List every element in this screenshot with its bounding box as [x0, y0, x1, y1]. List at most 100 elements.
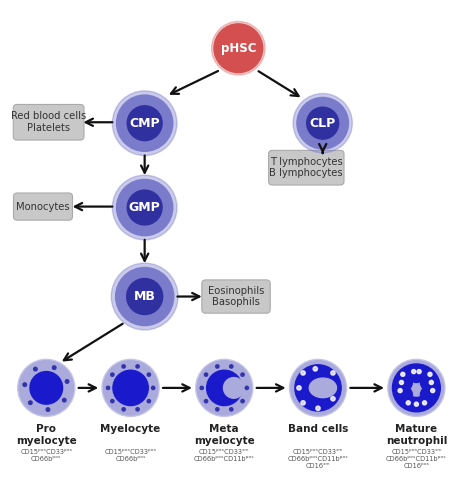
- Circle shape: [28, 401, 32, 404]
- Circle shape: [406, 401, 410, 405]
- Circle shape: [420, 374, 437, 391]
- Circle shape: [63, 398, 66, 402]
- Circle shape: [229, 408, 233, 411]
- Circle shape: [127, 106, 162, 141]
- Circle shape: [34, 368, 37, 371]
- Circle shape: [112, 175, 177, 240]
- Circle shape: [122, 408, 125, 411]
- Circle shape: [65, 380, 69, 383]
- Text: pHSC: pHSC: [220, 42, 256, 55]
- Text: Pro
myelocyte: Pro myelocyte: [16, 424, 77, 446]
- Circle shape: [102, 359, 159, 416]
- Circle shape: [207, 370, 242, 406]
- Circle shape: [297, 386, 301, 390]
- Circle shape: [196, 359, 253, 416]
- Circle shape: [431, 389, 435, 392]
- Text: Eosinophils
Basophils: Eosinophils Basophils: [208, 286, 264, 307]
- Circle shape: [136, 365, 139, 368]
- Circle shape: [331, 396, 335, 401]
- Circle shape: [293, 94, 352, 153]
- Circle shape: [400, 380, 403, 385]
- Circle shape: [107, 386, 109, 390]
- Circle shape: [420, 387, 437, 403]
- Circle shape: [408, 366, 425, 383]
- Circle shape: [122, 365, 125, 368]
- Circle shape: [290, 359, 346, 416]
- Text: T lymphocytes
B lymphocytes: T lymphocytes B lymphocytes: [270, 157, 343, 178]
- Circle shape: [216, 365, 219, 368]
- Circle shape: [245, 386, 248, 390]
- Text: CD15ᵖᵒˢCD33ᵖᵒˢ
CD66bᵖᵒˢ: CD15ᵖᵒˢCD33ᵖᵒˢ CD66bᵖᵒˢ: [20, 449, 73, 462]
- Circle shape: [136, 408, 139, 411]
- Text: CD15ᵖᵒˢCD33ᵓᵐ
CD66bᵖᵒˢCD11bᵖᵒˢ
CD16ᵖᵒˢ: CD15ᵖᵒˢCD33ᵓᵐ CD66bᵖᵒˢCD11bᵖᵒˢ CD16ᵖᵒˢ: [386, 449, 447, 469]
- Circle shape: [429, 380, 433, 385]
- Circle shape: [313, 367, 318, 371]
- Circle shape: [23, 383, 27, 387]
- Circle shape: [398, 389, 402, 392]
- Text: CD15ᵖᵒˢCD33ᵓᵐ
CD66bᵖᵒˢCD11bᵖᵒˢ
CD16ᵓᵐ: CD15ᵖᵒˢCD33ᵓᵐ CD66bᵖᵒˢCD11bᵖᵒˢ CD16ᵓᵐ: [288, 449, 348, 469]
- Circle shape: [147, 373, 150, 376]
- Text: CD15ᵖᵒˢCD33ᵓᵐ
CD66bᵖᵒˢCD11bᵖᵒˢ: CD15ᵖᵒˢCD33ᵓᵐ CD66bᵖᵒˢCD11bᵖᵒˢ: [194, 449, 255, 462]
- Circle shape: [117, 179, 173, 236]
- Circle shape: [216, 408, 219, 411]
- Circle shape: [127, 190, 162, 225]
- Circle shape: [214, 24, 263, 73]
- Circle shape: [331, 371, 335, 375]
- Circle shape: [46, 408, 50, 411]
- Circle shape: [411, 369, 416, 374]
- Circle shape: [111, 373, 114, 376]
- FancyBboxPatch shape: [13, 104, 84, 140]
- Circle shape: [111, 263, 178, 330]
- Circle shape: [291, 361, 345, 415]
- Circle shape: [112, 91, 177, 155]
- Ellipse shape: [310, 378, 337, 398]
- Circle shape: [241, 399, 244, 403]
- Circle shape: [414, 402, 419, 406]
- Circle shape: [152, 386, 155, 390]
- Circle shape: [103, 361, 158, 415]
- Circle shape: [19, 361, 73, 415]
- Text: MB: MB: [134, 290, 155, 303]
- Circle shape: [297, 98, 348, 149]
- Circle shape: [301, 371, 305, 375]
- Text: Monocytes: Monocytes: [16, 201, 70, 212]
- Circle shape: [428, 372, 432, 376]
- Circle shape: [147, 399, 150, 403]
- FancyBboxPatch shape: [269, 150, 344, 185]
- Circle shape: [401, 372, 405, 376]
- Ellipse shape: [407, 377, 426, 396]
- Circle shape: [204, 373, 208, 376]
- Circle shape: [392, 364, 440, 412]
- Text: Mature
neutrophil: Mature neutrophil: [386, 424, 447, 446]
- Circle shape: [113, 370, 148, 406]
- Circle shape: [116, 268, 173, 325]
- Circle shape: [111, 399, 114, 403]
- FancyBboxPatch shape: [202, 280, 270, 313]
- Circle shape: [307, 107, 338, 139]
- Circle shape: [204, 399, 208, 403]
- Circle shape: [224, 378, 244, 398]
- Circle shape: [422, 401, 427, 405]
- Circle shape: [396, 374, 412, 391]
- Text: Meta
myelocyte: Meta myelocyte: [194, 424, 255, 446]
- Text: Band cells: Band cells: [288, 424, 348, 435]
- Circle shape: [396, 387, 412, 403]
- Circle shape: [229, 365, 233, 368]
- Circle shape: [316, 406, 320, 411]
- FancyBboxPatch shape: [13, 193, 73, 220]
- Text: CD15ᵖᵒˢCD33ᵖᵒˢ
CD66bᵖᵒˢ: CD15ᵖᵒˢCD33ᵖᵒˢ CD66bᵖᵒˢ: [105, 449, 157, 462]
- Circle shape: [389, 361, 444, 415]
- Circle shape: [241, 373, 244, 376]
- Circle shape: [301, 401, 305, 405]
- Circle shape: [200, 386, 203, 390]
- Circle shape: [127, 278, 163, 315]
- Circle shape: [197, 361, 252, 415]
- Circle shape: [53, 366, 56, 369]
- Circle shape: [295, 365, 341, 411]
- Text: CLP: CLP: [310, 117, 336, 130]
- Circle shape: [417, 369, 421, 374]
- Text: GMP: GMP: [129, 201, 161, 214]
- Circle shape: [30, 371, 63, 404]
- Circle shape: [388, 359, 445, 416]
- Circle shape: [211, 22, 265, 75]
